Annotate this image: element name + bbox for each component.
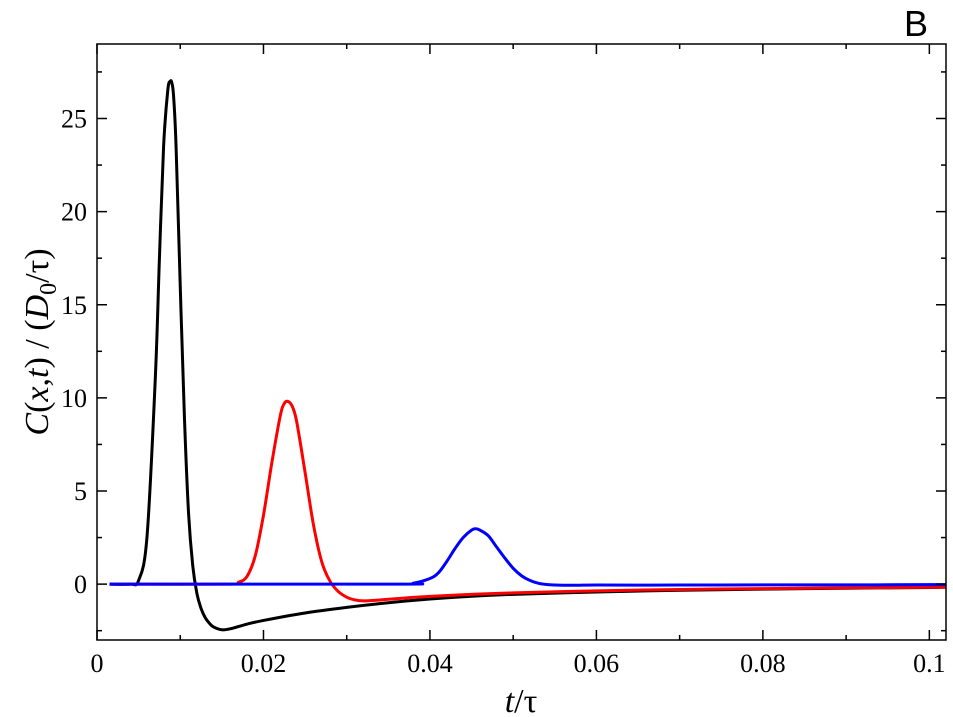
y-axis-label: C(x,t) / (D0/τ) bbox=[19, 248, 62, 435]
y-tick-label: 20 bbox=[61, 198, 87, 227]
x-tick-label: 0.1 bbox=[913, 649, 946, 678]
x-tick-label: 0 bbox=[91, 649, 104, 678]
panel-label: B bbox=[904, 3, 928, 44]
y-tick-label: 25 bbox=[61, 105, 87, 134]
y-tick-label: 0 bbox=[74, 570, 87, 599]
x-axis-label: t/τ bbox=[505, 683, 538, 717]
plot-frame bbox=[96, 43, 947, 641]
series-line-2 bbox=[109, 527, 946, 587]
x-tick-label: 0.04 bbox=[407, 649, 453, 678]
series-line-1 bbox=[109, 399, 946, 603]
x-tick-label: 0.02 bbox=[241, 649, 287, 678]
y-tick-label: 15 bbox=[61, 291, 87, 320]
y-tick-label: 5 bbox=[74, 477, 87, 506]
tick-layer: 0 0.02 0.04 0.06 0.08 0.1 0 5 10 15 20 25 bbox=[61, 44, 946, 678]
y-tick-label: 10 bbox=[61, 384, 87, 413]
series-layer bbox=[109, 79, 946, 632]
x-tick-label: 0.06 bbox=[574, 649, 620, 678]
series-line-0 bbox=[109, 79, 946, 632]
x-tick-label: 0.08 bbox=[740, 649, 786, 678]
